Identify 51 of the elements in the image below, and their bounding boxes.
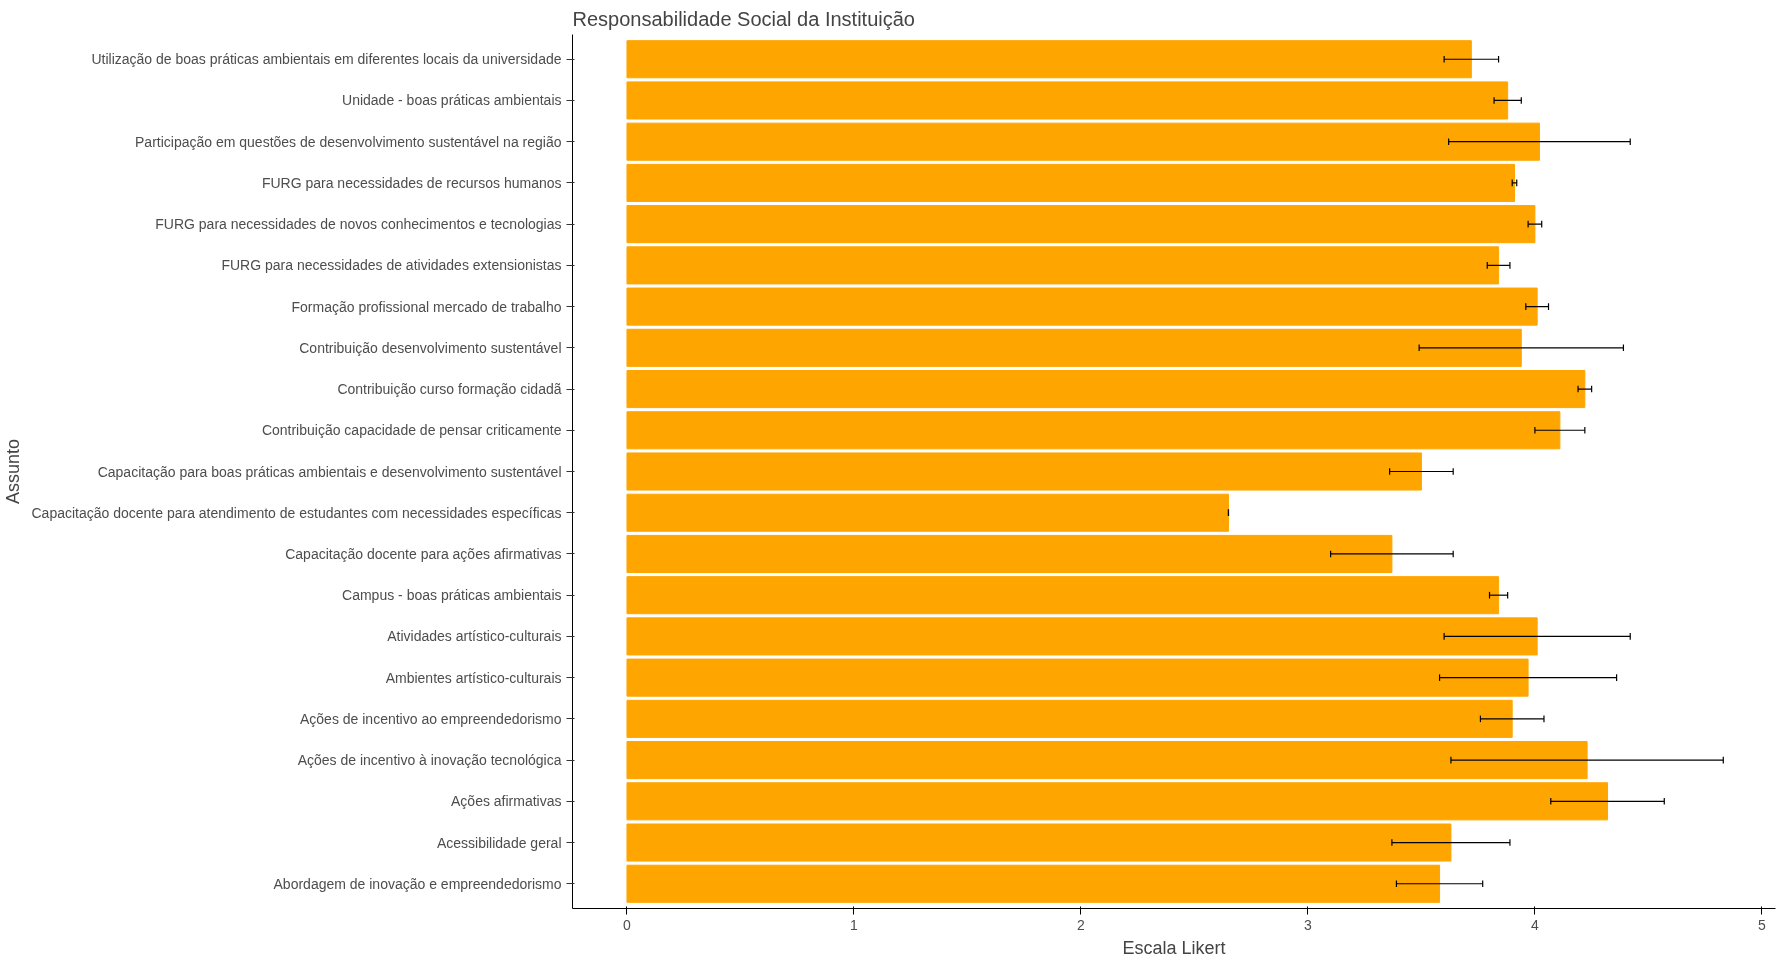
y-tick-label: Ações de incentivo à inovação tecnológica xyxy=(297,752,562,769)
x-tick-label: 3 xyxy=(1304,916,1313,933)
x-tick-label: 5 xyxy=(1757,916,1766,933)
y-tick-label: Participação em questões de desenvolvimento sustentável na região xyxy=(135,133,562,150)
x-axis-title: Escala Likert xyxy=(1122,937,1226,958)
y-tick-label: Campus - boas práticas ambientais xyxy=(342,587,562,604)
y-tick-label: Acessibilidade geral xyxy=(436,834,562,851)
y-tick-label: Unidade - boas práticas ambientais xyxy=(342,92,562,109)
y-tick-label: Abordagem de inovação e empreendedorismo xyxy=(273,875,562,892)
y-tick-label: Ações afirmativas xyxy=(451,793,562,810)
y-tick-label: FURG para necessidades de novos conhecimentos e tecnologias xyxy=(155,216,562,233)
y-tick-label: Atividades artístico-culturais xyxy=(387,628,562,645)
bar xyxy=(626,81,1509,120)
bar xyxy=(626,328,1522,367)
y-tick-label: Ambientes artístico-culturais xyxy=(385,669,562,686)
bar xyxy=(626,576,1500,615)
y-tick-label: Capacitação docente para atendimento de estudantes com necessidades específicas xyxy=(31,504,562,521)
y-tick-label: Contribuição desenvolvimento sustentável xyxy=(299,339,562,356)
y-tick-label: Contribuição capacidade de pensar criticamente xyxy=(261,422,562,439)
chart-title: Responsabilidade Social da Instituição xyxy=(572,7,915,30)
bar xyxy=(626,864,1441,903)
bar xyxy=(626,205,1536,244)
bar xyxy=(626,493,1229,532)
bar xyxy=(626,534,1393,573)
y-tick-label: Utilização de boas práticas ambientais em diferentes locais da universidade xyxy=(91,51,562,68)
x-tick-label: 4 xyxy=(1531,916,1540,933)
bar xyxy=(626,699,1513,738)
bar xyxy=(626,163,1515,202)
y-tick-label: Capacitação docente para ações afirmativas xyxy=(285,545,562,562)
bar xyxy=(626,452,1422,491)
bar xyxy=(626,370,1586,409)
bar xyxy=(626,741,1588,780)
bar xyxy=(626,40,1472,79)
bar xyxy=(626,823,1452,862)
bar xyxy=(626,617,1538,656)
bar xyxy=(626,122,1540,161)
y-tick-label: Formação profissional mercado de trabalho xyxy=(291,298,562,315)
y-tick-label: Ações de incentivo ao empreendedorismo xyxy=(300,710,562,727)
x-tick-label: 2 xyxy=(1077,916,1086,933)
x-tick-label: 0 xyxy=(623,916,632,933)
y-tick-label: FURG para necessidades de recursos humanos xyxy=(261,174,562,191)
y-axis-title: Assunto xyxy=(3,438,24,505)
bar xyxy=(626,246,1500,285)
y-tick-label: FURG para necessidades de atividades extensionistas xyxy=(221,257,562,274)
bar xyxy=(626,411,1561,450)
y-tick-label: Capacitação para boas práticas ambientais e desenvolvimento sustentável xyxy=(97,463,562,480)
bar xyxy=(626,287,1538,326)
bar xyxy=(626,658,1529,697)
y-tick-label: Contribuição curso formação cidadã xyxy=(337,381,562,398)
x-tick-label: 1 xyxy=(850,916,859,933)
bar xyxy=(626,782,1609,821)
